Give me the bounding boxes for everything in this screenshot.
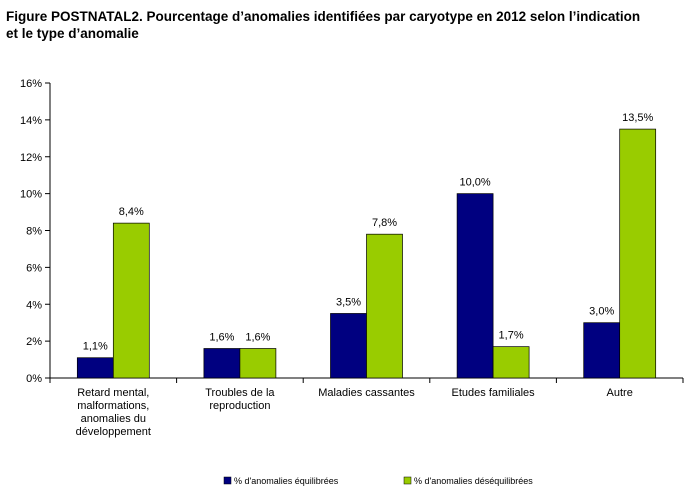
legend-swatch [403, 476, 412, 485]
data-label: 1,6% [209, 332, 234, 344]
data-label: 1,1% [83, 341, 108, 353]
x-tick-label-line: Etudes familiales [452, 387, 536, 399]
chart-title: Figure POSTNATAL2. Pourcentage d’anomali… [6, 8, 694, 42]
y-tick-label: 14% [20, 115, 42, 127]
x-tick-label-line: développement [76, 426, 151, 438]
bar [76, 357, 114, 379]
bar [456, 193, 494, 379]
y-tick-label: 12% [20, 152, 42, 164]
legend-label: % d'anomalies équilibrées [234, 476, 339, 486]
legend-swatch [223, 476, 232, 485]
x-tick-label-line: anomalies du [81, 413, 146, 425]
y-tick-label: 16% [20, 78, 42, 90]
legend-label: % d'anomalies déséquilibrées [414, 476, 533, 486]
y-tick-label: 6% [26, 262, 42, 274]
x-tick-label: Troubles de la reproduction [205, 387, 275, 412]
data-label: 3,0% [589, 306, 614, 318]
x-tick-label: Maladies cassantes [318, 387, 415, 399]
bar [239, 348, 277, 379]
x-tick-label-line: Retard mental, [77, 387, 149, 399]
bar [330, 313, 367, 379]
x-tick-label-line: Maladies cassantes [318, 387, 415, 399]
bar [492, 346, 530, 379]
y-tick-label: 0% [26, 373, 42, 385]
x-tick-label: Autre [607, 387, 633, 399]
x-tick-label-line: malformations, [77, 400, 149, 412]
chart-title-line-1: Figure POSTNATAL2. Pourcentage d’anomali… [6, 9, 641, 24]
data-label: 1,6% [245, 332, 270, 344]
data-label: 7,8% [372, 217, 397, 229]
data-label: 13,5% [622, 112, 653, 124]
x-tick-label: Retard mental, malformations, anomalies du… [76, 387, 151, 438]
x-tick-label-line: Autre [607, 387, 633, 399]
y-tick-label: 10% [20, 189, 42, 201]
bar [583, 322, 621, 379]
bar [203, 348, 241, 379]
bar [619, 128, 657, 379]
data-label: 8,4% [119, 206, 144, 218]
y-tick-label: 2% [26, 336, 42, 348]
x-tick-label-line: reproduction [209, 400, 270, 412]
chart-title-line-2: et le type d’anomalie [6, 26, 139, 41]
data-label: 3,5% [336, 296, 361, 308]
y-tick-label: 4% [26, 299, 42, 311]
data-label: 1,7% [499, 330, 524, 342]
data-label: 10,0% [459, 177, 490, 189]
bar [112, 222, 150, 379]
bar [366, 233, 403, 379]
y-tick-label: 8% [26, 226, 42, 238]
x-tick-label: Etudes familiales [452, 387, 536, 399]
x-tick-label-line: Troubles de la [205, 387, 275, 399]
